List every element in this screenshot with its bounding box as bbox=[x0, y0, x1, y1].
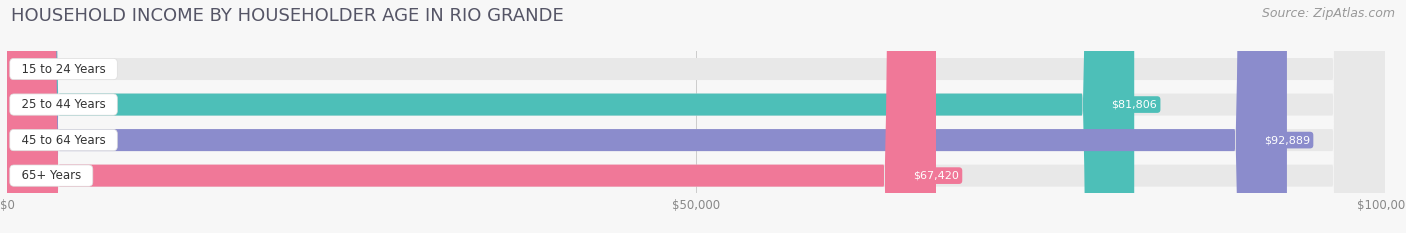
FancyBboxPatch shape bbox=[7, 0, 1135, 233]
Text: 15 to 24 Years: 15 to 24 Years bbox=[14, 62, 112, 75]
Text: $92,889: $92,889 bbox=[1264, 135, 1310, 145]
Text: HOUSEHOLD INCOME BY HOUSEHOLDER AGE IN RIO GRANDE: HOUSEHOLD INCOME BY HOUSEHOLDER AGE IN R… bbox=[11, 7, 564, 25]
FancyBboxPatch shape bbox=[7, 0, 936, 233]
Text: $67,420: $67,420 bbox=[912, 171, 959, 181]
FancyBboxPatch shape bbox=[7, 0, 1385, 233]
FancyBboxPatch shape bbox=[7, 0, 1385, 233]
Text: Source: ZipAtlas.com: Source: ZipAtlas.com bbox=[1261, 7, 1395, 20]
FancyBboxPatch shape bbox=[7, 0, 1286, 233]
Text: 45 to 64 Years: 45 to 64 Years bbox=[14, 134, 112, 147]
Text: 65+ Years: 65+ Years bbox=[14, 169, 89, 182]
Text: $0: $0 bbox=[28, 64, 42, 74]
Text: 25 to 44 Years: 25 to 44 Years bbox=[14, 98, 112, 111]
Text: $81,806: $81,806 bbox=[1111, 99, 1157, 110]
FancyBboxPatch shape bbox=[7, 0, 1385, 233]
FancyBboxPatch shape bbox=[7, 0, 1385, 233]
